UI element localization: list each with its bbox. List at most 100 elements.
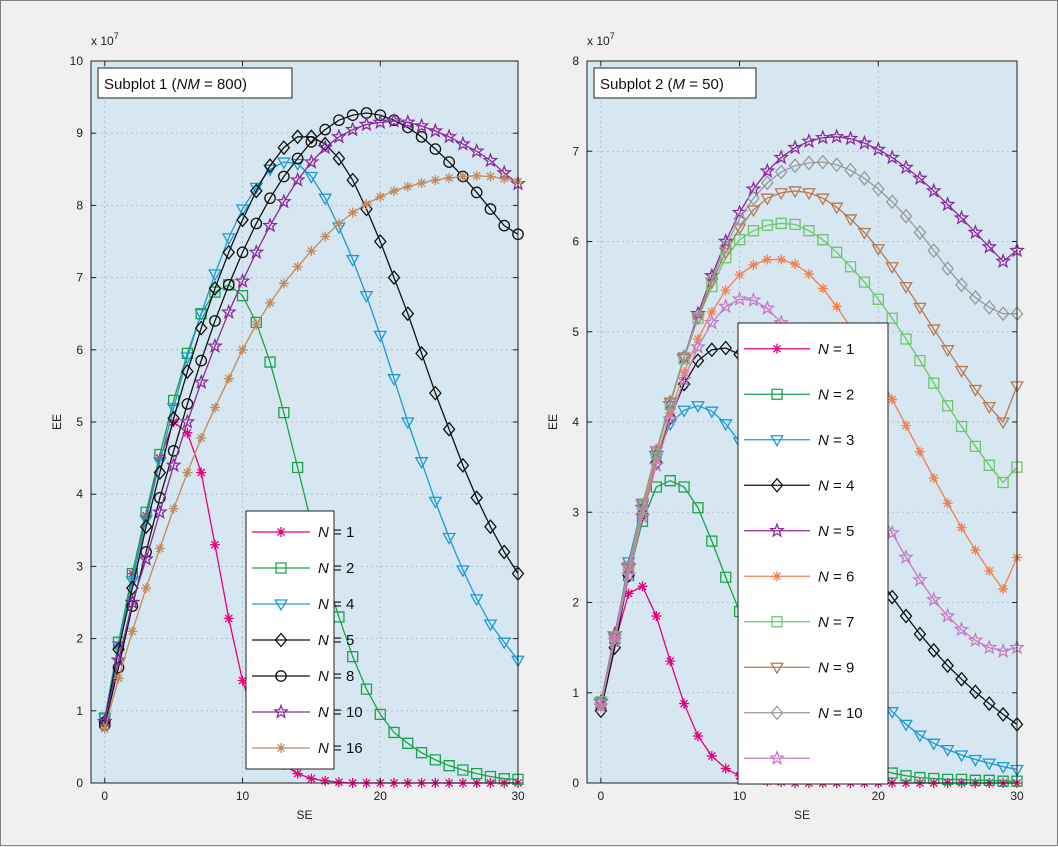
data-point (264, 356, 276, 368)
data-point (747, 190, 760, 206)
x-tick-label: 20 (374, 789, 388, 803)
data-point (828, 128, 845, 144)
data-point (289, 171, 306, 187)
data-point (457, 171, 468, 182)
legend-marker (770, 662, 784, 675)
legend-label: N = 10 (818, 705, 863, 722)
data-point (623, 588, 634, 599)
y-tick-label: 1 (572, 686, 579, 700)
data-point (320, 231, 331, 242)
data-point (402, 737, 414, 749)
data-point (941, 261, 954, 277)
data-point (955, 671, 968, 687)
series-line (104, 112, 519, 726)
data-point (263, 158, 277, 174)
legend-marker (769, 522, 785, 538)
data-point (389, 185, 400, 196)
y-tick-label: 9 (76, 126, 83, 140)
data-point (788, 186, 802, 199)
data-point (969, 684, 982, 700)
legend-marker (273, 703, 289, 719)
data-point (237, 675, 248, 686)
legend-marker (770, 477, 784, 493)
data-point (941, 400, 954, 412)
annotation-suffix: = 800) (200, 76, 247, 93)
data-point (498, 219, 511, 232)
data-point (415, 130, 428, 143)
data-point (291, 461, 304, 474)
data-point (386, 112, 402, 128)
data-point (774, 164, 788, 180)
data-point (442, 532, 457, 545)
data-point (720, 571, 732, 583)
data-point (913, 302, 927, 315)
legend-rest: = 8 (329, 668, 354, 685)
data-point (731, 204, 748, 220)
data-point (830, 157, 844, 173)
annotation-text: Subplot 2 (M = 50) (600, 76, 724, 93)
legend-var: N (818, 341, 829, 358)
legend-rest: = 16 (329, 740, 363, 757)
data-point (413, 117, 430, 133)
data-point (400, 417, 415, 430)
data-point (900, 333, 912, 345)
data-point (429, 143, 442, 155)
data-point (333, 114, 345, 127)
legend-marker (771, 388, 783, 400)
data-point (196, 467, 207, 478)
legend-label: N = 1 (318, 524, 354, 541)
data-point (374, 109, 387, 122)
data-point (304, 171, 319, 184)
data-point (181, 398, 194, 410)
data-point (996, 762, 1011, 775)
data-point (734, 269, 745, 280)
data-point (468, 142, 485, 158)
legend-label: N = 3 (818, 432, 854, 449)
data-point (706, 280, 718, 293)
data-point (998, 583, 1009, 594)
data-point (997, 476, 1009, 489)
y-tick-label: 5 (76, 415, 83, 429)
data-point (941, 773, 954, 786)
legend-marker (276, 527, 286, 537)
data-point (484, 770, 497, 783)
data-point (831, 301, 842, 312)
data-point (982, 299, 996, 315)
legend-var: N (318, 560, 329, 577)
data-point (664, 475, 676, 487)
data-point (278, 406, 290, 419)
data-point (956, 522, 967, 533)
data-point (457, 764, 469, 776)
data-point (168, 503, 179, 514)
data-point (953, 621, 970, 637)
legend-marker (275, 562, 287, 574)
data-point (871, 244, 886, 257)
y-tick-label: 3 (572, 505, 579, 519)
data-point (484, 203, 497, 215)
data-point (344, 121, 361, 137)
legend-label: N = 8 (318, 668, 354, 685)
data-point (650, 481, 663, 493)
data-point (236, 290, 249, 302)
data-point (292, 261, 303, 272)
data-point (939, 196, 956, 212)
x-tick-label: 0 (101, 789, 108, 803)
data-point (277, 140, 291, 156)
x-tick-label: 30 (511, 789, 525, 803)
series-n=16 (99, 170, 523, 734)
data-point (319, 123, 332, 136)
data-point (346, 172, 360, 188)
data-point (416, 178, 427, 189)
data-point (706, 535, 718, 547)
data-point (898, 549, 914, 565)
y-axis-label: EE (546, 414, 560, 430)
legend: N = 1N = 2N = 4N = 5N = 8N = 10N = 16 (245, 510, 363, 770)
data-point (967, 632, 984, 648)
data-point (679, 698, 690, 709)
data-point (167, 410, 180, 426)
data-point (900, 770, 912, 782)
data-point (182, 427, 193, 438)
legend-var: N (818, 386, 829, 403)
data-point (483, 619, 498, 632)
